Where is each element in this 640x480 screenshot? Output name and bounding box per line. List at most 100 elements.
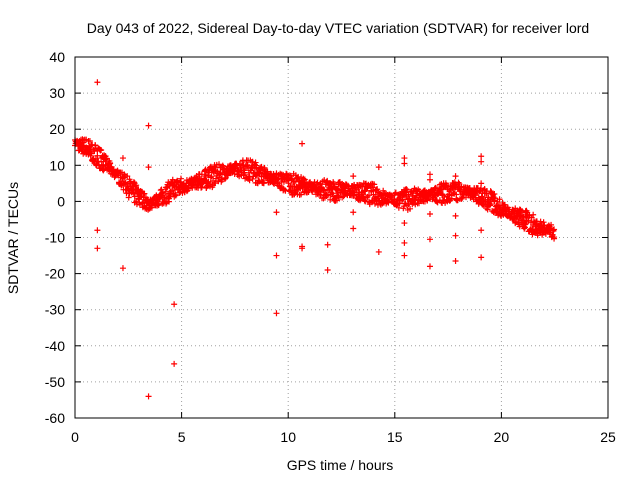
- outlier-point: [401, 220, 408, 227]
- outlier-point: [171, 301, 178, 308]
- trend-point: [496, 196, 503, 203]
- outlier-point: [350, 225, 357, 232]
- trend-point: [221, 175, 228, 182]
- outlier-point: [324, 241, 331, 248]
- trend-point: [530, 211, 537, 218]
- outlier-point: [94, 227, 101, 234]
- outlier-point: [452, 232, 459, 239]
- outlier-point: [401, 252, 408, 259]
- trend-point: [540, 219, 547, 226]
- trend-point: [136, 196, 143, 203]
- chart-title: Day 043 of 2022, Sidereal Day-to-day VTE…: [87, 20, 589, 36]
- trend-point: [491, 190, 498, 197]
- outlier-point: [350, 209, 357, 216]
- y-tick-label: 30: [49, 85, 65, 101]
- trend-point: [329, 190, 336, 197]
- x-tick-label: 0: [71, 429, 79, 445]
- outlier-point: [478, 227, 485, 234]
- y-tick-label: -30: [45, 302, 65, 318]
- outlier-point: [94, 245, 101, 252]
- y-tick-label: -40: [45, 338, 65, 354]
- outlier-point: [452, 212, 459, 219]
- trend-point: [208, 173, 215, 180]
- trend-point: [361, 188, 368, 195]
- trend-point: [301, 176, 308, 183]
- trend-point: [441, 194, 448, 201]
- trend-point: [172, 192, 179, 199]
- trend-point: [131, 193, 138, 200]
- outlier-point: [426, 176, 433, 183]
- y-tick-label: 40: [49, 49, 65, 65]
- outlier-point: [324, 266, 331, 273]
- trend-point: [520, 213, 527, 220]
- outlier-point: [426, 236, 433, 243]
- x-tick-label: 15: [387, 429, 403, 445]
- plot-frame: [74, 56, 609, 419]
- y-tick-label: 0: [57, 193, 65, 209]
- trend-point: [86, 138, 93, 145]
- outlier-point: [375, 248, 382, 255]
- outlier-point: [375, 164, 382, 171]
- y-tick-label: -20: [45, 266, 65, 282]
- trend-point: [98, 146, 105, 153]
- trend-point: [207, 174, 214, 181]
- trend-point: [453, 191, 460, 198]
- outlier-point: [426, 211, 433, 218]
- trend-point: [404, 186, 411, 193]
- trend-point: [333, 197, 340, 204]
- trend-point: [103, 155, 110, 162]
- trend-point: [399, 196, 406, 203]
- y-tick-label: -10: [45, 230, 65, 246]
- trend-point: [216, 161, 223, 168]
- trend-point: [141, 190, 148, 197]
- trend-point: [483, 190, 490, 197]
- outlier-point: [94, 79, 101, 86]
- outlier-point: [145, 122, 152, 129]
- outlier-point: [452, 257, 459, 264]
- trend-point: [95, 158, 102, 165]
- y-tick-label: -60: [45, 410, 65, 426]
- trend-point: [255, 177, 262, 184]
- trend-point: [155, 202, 162, 209]
- x-tick-label: 5: [178, 429, 186, 445]
- outlier-point: [478, 254, 485, 261]
- outlier-point: [478, 158, 485, 165]
- trend-point: [246, 177, 253, 184]
- outlier-point: [350, 173, 357, 180]
- trend-point: [524, 209, 531, 216]
- trend-point: [551, 235, 558, 242]
- x-tick-labels: 0 5 10 15 20 25: [71, 429, 616, 445]
- outlier-point: [273, 252, 280, 259]
- trend-point: [130, 189, 137, 196]
- x-tick-label: 20: [494, 429, 510, 445]
- x-tick-label: 25: [600, 429, 616, 445]
- outlier-point: [299, 140, 306, 147]
- y-tick-label: -50: [45, 374, 65, 390]
- axis-ticks: [74, 56, 609, 419]
- trend-point: [156, 195, 163, 202]
- trend-point: [125, 194, 132, 201]
- trend-point: [521, 224, 528, 231]
- y-axis-label: SDTVAR / TECUs: [5, 182, 21, 294]
- y-tick-label: 20: [49, 121, 65, 137]
- trend-point: [301, 177, 308, 184]
- outlier-point: [145, 393, 152, 400]
- outlier-point: [171, 360, 178, 367]
- outlier-point: [119, 265, 126, 272]
- outlier-point: [299, 245, 306, 252]
- x-tick-label: 10: [280, 429, 296, 445]
- trend-point: [201, 176, 208, 183]
- trend-point: [124, 173, 131, 180]
- trend-point: [321, 187, 328, 194]
- trend-point: [107, 159, 114, 166]
- trend-point: [407, 205, 414, 212]
- outlier-point: [273, 310, 280, 317]
- trend-point: [388, 192, 395, 199]
- trend-point: [185, 185, 192, 192]
- y-tick-labels: 40 30 20 10 0 -10 -20 -30 -40 -50 -60: [45, 49, 65, 426]
- data-points: [72, 79, 558, 400]
- trend-point: [492, 195, 499, 202]
- trend-point: [392, 190, 399, 197]
- outlier-point: [145, 164, 152, 171]
- trend-point: [551, 226, 558, 233]
